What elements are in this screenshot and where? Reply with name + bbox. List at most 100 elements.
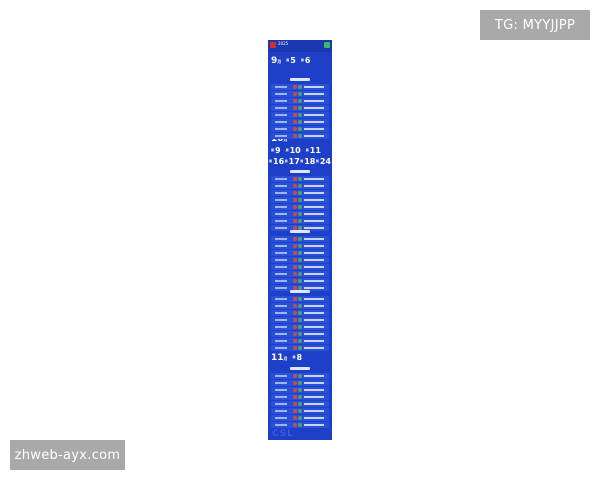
match-row: [271, 303, 329, 309]
november-dates: 11月 周8: [271, 353, 332, 364]
home-team-logo-icon: [293, 346, 297, 350]
away-team-logo-icon: [298, 85, 302, 89]
date-number: 18: [304, 157, 316, 166]
home-team-logo-icon: [293, 279, 297, 283]
home-team-logo-icon: [293, 184, 297, 188]
match-time: [275, 220, 287, 222]
match-row: [271, 204, 329, 210]
match-teams: [304, 206, 324, 208]
match-row: [271, 225, 329, 231]
match-teams: [304, 273, 324, 275]
match-row: [271, 133, 329, 139]
date: 周6: [300, 56, 311, 65]
round-label: [290, 367, 310, 370]
match-row: [271, 317, 329, 323]
match-teams: [304, 128, 324, 130]
away-team-logo-icon: [298, 226, 302, 230]
away-team-logo-icon: [298, 423, 302, 427]
home-team-logo-icon: [293, 318, 297, 322]
match-teams: [304, 396, 324, 398]
match-row: [271, 190, 329, 196]
match-row: [271, 105, 329, 111]
date-number: 6: [304, 56, 311, 65]
match-row: [271, 126, 329, 132]
match-row: [271, 243, 329, 249]
schedule-poster: 2025 9月 周5 周6 10月 周9 周10 周11 周16 周17 周18…: [268, 40, 332, 440]
home-team-logo-icon: [293, 395, 297, 399]
away-team-logo-icon: [298, 99, 302, 103]
date: 周17: [284, 157, 300, 166]
match-time: [275, 245, 287, 247]
match-row: [271, 236, 329, 242]
month-number: 9: [271, 56, 278, 66]
match-row: [271, 408, 329, 414]
match-row: [271, 218, 329, 224]
sponsor-logo-icon: [324, 42, 330, 48]
away-team-logo-icon: [298, 177, 302, 181]
away-team-logo-icon: [298, 304, 302, 308]
date: 周16: [269, 157, 285, 166]
match-time: [275, 305, 287, 307]
match-teams: [304, 199, 324, 201]
date-number: 17: [288, 157, 300, 166]
match-teams: [304, 135, 324, 137]
date-number: 10: [289, 146, 301, 155]
date-number: 8: [296, 353, 303, 362]
match-teams: [304, 185, 324, 187]
match-teams: [304, 424, 324, 426]
september-dates: 9月 周5 周6: [271, 56, 332, 67]
match-teams: [304, 389, 324, 391]
match-time: [275, 121, 287, 123]
match-time: [275, 128, 287, 130]
home-team-logo-icon: [293, 134, 297, 138]
date-number: 9: [275, 146, 281, 155]
home-team-logo-icon: [293, 325, 297, 329]
home-team-logo-icon: [293, 409, 297, 413]
match-teams: [304, 259, 324, 261]
october-heading: 10月: [271, 134, 332, 145]
home-team-logo-icon: [293, 272, 297, 276]
match-time: [275, 107, 287, 109]
away-team-logo-icon: [298, 346, 302, 350]
match-row: [271, 380, 329, 386]
home-team-logo-icon: [293, 416, 297, 420]
match-teams: [304, 347, 324, 349]
match-time: [275, 206, 287, 208]
match-row: [271, 394, 329, 400]
match-row: [271, 285, 329, 291]
match-teams: [304, 107, 324, 109]
match-time: [275, 298, 287, 300]
match-row: [271, 401, 329, 407]
away-team-logo-icon: [298, 374, 302, 378]
match-row: [271, 310, 329, 316]
home-team-logo-icon: [293, 226, 297, 230]
match-time: [275, 347, 287, 349]
match-row: [271, 176, 329, 182]
match-teams: [304, 86, 324, 88]
home-team-logo-icon: [293, 332, 297, 336]
match-time: [275, 213, 287, 215]
away-team-logo-icon: [298, 258, 302, 262]
away-team-logo-icon: [298, 113, 302, 117]
date-number: 5: [290, 56, 296, 65]
away-team-logo-icon: [298, 198, 302, 202]
match-time: [275, 238, 287, 240]
home-team-logo-icon: [293, 423, 297, 427]
away-team-logo-icon: [298, 92, 302, 96]
match-row: [271, 91, 329, 97]
match-teams: [304, 178, 324, 180]
home-team-logo-icon: [293, 113, 297, 117]
match-teams: [304, 121, 324, 123]
home-team-logo-icon: [293, 205, 297, 209]
match-row: [271, 278, 329, 284]
match-time: [275, 114, 287, 116]
match-time: [275, 280, 287, 282]
match-teams: [304, 403, 324, 405]
match-teams: [304, 280, 324, 282]
match-row: [271, 415, 329, 421]
home-team-logo-icon: [293, 237, 297, 241]
home-team-logo-icon: [293, 258, 297, 262]
away-team-logo-icon: [298, 311, 302, 315]
home-team-logo-icon: [293, 297, 297, 301]
away-team-logo-icon: [298, 339, 302, 343]
